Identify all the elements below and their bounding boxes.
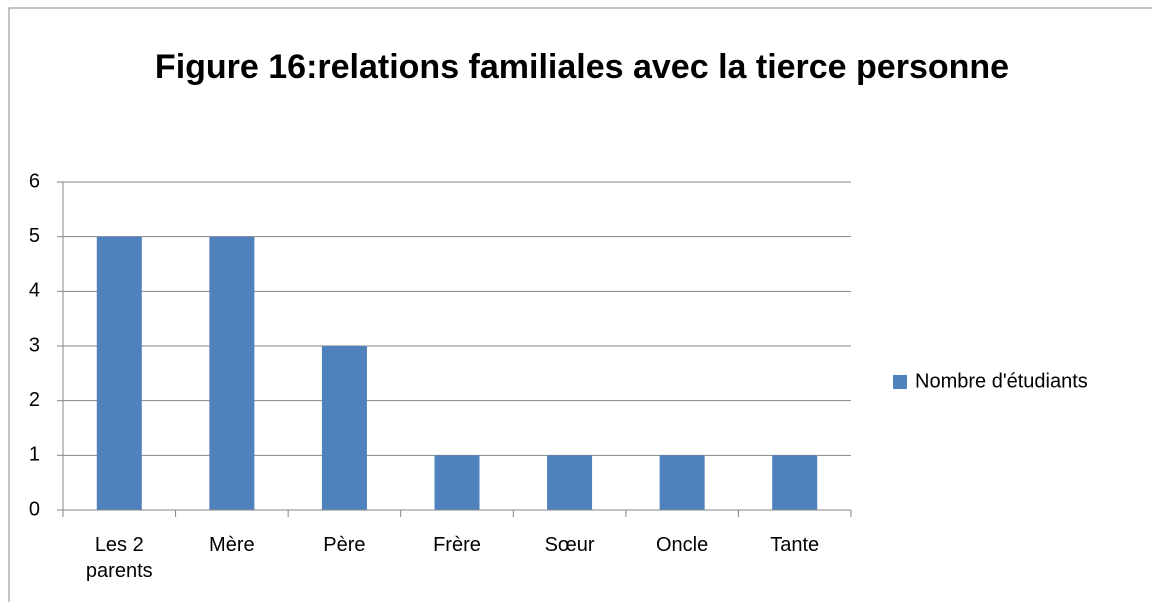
chart-border [8, 7, 1152, 602]
bar [96, 236, 142, 510]
bar [659, 455, 705, 510]
x-tick-label: Sœur [544, 534, 595, 556]
x-tick-label: Frère [433, 534, 481, 556]
legend-swatch [893, 375, 907, 389]
bar [547, 455, 593, 510]
x-tick-label: Oncle [656, 534, 709, 556]
y-tick-label: 2 [29, 389, 40, 411]
x-tick-label: Les 2 parents [85, 534, 153, 582]
bar [434, 455, 480, 510]
x-tick-label: Père [323, 534, 366, 556]
legend-label: Nombre d'étudiants [915, 370, 1088, 392]
bar [209, 236, 255, 510]
x-tick-label: Tante [770, 534, 820, 556]
y-tick-label: 6 [29, 170, 40, 192]
x-tick-label: Mère [209, 534, 255, 556]
y-tick-label: 1 [29, 444, 40, 466]
bar [772, 455, 818, 510]
y-tick-label: 3 [29, 334, 40, 356]
y-tick-label: 5 [29, 225, 40, 247]
chart-title: Figure 16:relations familiales avec la t… [154, 48, 1010, 86]
y-tick-label: 0 [29, 498, 40, 520]
bar [321, 346, 367, 510]
y-tick-label: 4 [29, 280, 40, 302]
